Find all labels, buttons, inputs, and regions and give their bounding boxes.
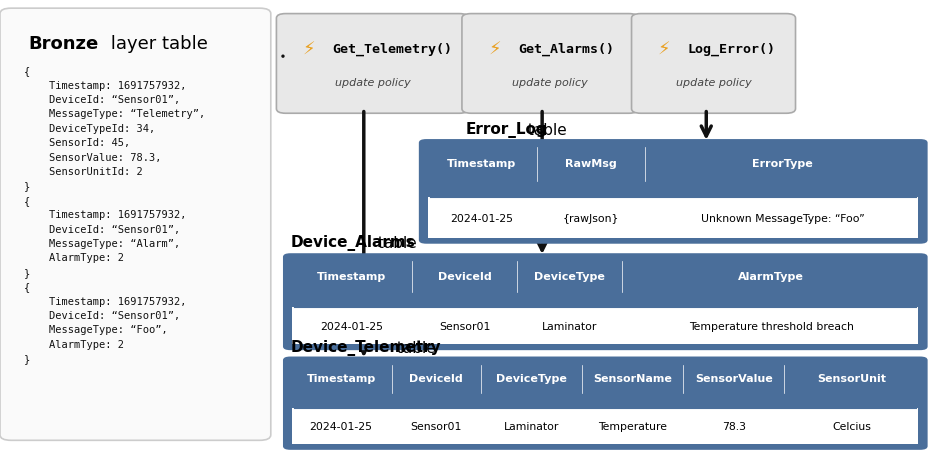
Text: DeviceType: DeviceType bbox=[495, 374, 566, 384]
Text: 2024-01-25: 2024-01-25 bbox=[449, 214, 513, 224]
Text: RawMsg: RawMsg bbox=[564, 159, 616, 169]
Text: table: table bbox=[522, 123, 566, 138]
Text: Unknown MessageType: “Foo”: Unknown MessageType: “Foo” bbox=[700, 214, 863, 224]
FancyBboxPatch shape bbox=[292, 307, 917, 344]
Text: table: table bbox=[373, 236, 417, 251]
Text: 2024-01-25: 2024-01-25 bbox=[309, 422, 373, 432]
Text: ⚡: ⚡ bbox=[488, 41, 500, 59]
Text: DeviceId: DeviceId bbox=[437, 272, 491, 282]
FancyBboxPatch shape bbox=[283, 253, 927, 350]
FancyBboxPatch shape bbox=[0, 8, 271, 440]
Text: DeviceId: DeviceId bbox=[409, 374, 462, 384]
Text: ⚡: ⚡ bbox=[657, 41, 669, 59]
FancyBboxPatch shape bbox=[292, 408, 917, 444]
Text: 2024-01-25: 2024-01-25 bbox=[319, 322, 383, 332]
Text: update policy: update policy bbox=[334, 78, 410, 88]
Text: DeviceType: DeviceType bbox=[534, 272, 605, 282]
Text: Timestamp: Timestamp bbox=[316, 272, 386, 282]
Text: Laminator: Laminator bbox=[541, 322, 597, 332]
Text: table: table bbox=[392, 341, 435, 356]
FancyBboxPatch shape bbox=[461, 14, 637, 113]
Text: {rawJson}: {rawJson} bbox=[562, 214, 619, 224]
Text: SensorValue: SensorValue bbox=[695, 374, 771, 384]
Text: ErrorType: ErrorType bbox=[752, 159, 812, 169]
Text: Sensor01: Sensor01 bbox=[410, 422, 461, 432]
Text: Get_Telemetry(): Get_Telemetry() bbox=[332, 43, 452, 57]
Text: Timestamp: Timestamp bbox=[446, 159, 516, 169]
Text: Temperature: Temperature bbox=[597, 422, 666, 432]
FancyBboxPatch shape bbox=[631, 14, 795, 113]
Text: Device_Alarms: Device_Alarms bbox=[290, 236, 415, 251]
Text: Laminator: Laminator bbox=[503, 422, 559, 432]
Text: update policy: update policy bbox=[512, 78, 587, 88]
Text: SensorName: SensorName bbox=[592, 374, 671, 384]
FancyBboxPatch shape bbox=[418, 139, 927, 244]
Text: AlarmType: AlarmType bbox=[738, 272, 803, 282]
Text: ⚡: ⚡ bbox=[302, 41, 314, 59]
Text: Get_Alarms(): Get_Alarms() bbox=[518, 43, 613, 57]
Text: Log_Error(): Log_Error() bbox=[687, 43, 775, 57]
FancyBboxPatch shape bbox=[283, 357, 927, 450]
Text: Celcius: Celcius bbox=[832, 422, 870, 432]
Text: layer table: layer table bbox=[105, 35, 208, 53]
Text: SensorUnit: SensorUnit bbox=[817, 374, 885, 384]
Text: 78.3: 78.3 bbox=[721, 422, 745, 432]
Text: Timestamp: Timestamp bbox=[306, 374, 375, 384]
Text: Temperature threshold breach: Temperature threshold breach bbox=[688, 322, 853, 332]
Text: Error_Log: Error_Log bbox=[465, 122, 547, 138]
Text: Sensor01: Sensor01 bbox=[439, 322, 490, 332]
FancyBboxPatch shape bbox=[428, 197, 917, 238]
Text: update policy: update policy bbox=[675, 78, 751, 88]
Text: {
    Timestamp: 1691757932,
    DeviceId: “Sensor01”,
    MessageType: “Telemet: { Timestamp: 1691757932, DeviceId: “Sens… bbox=[24, 66, 205, 364]
Text: Device_Telemetry: Device_Telemetry bbox=[290, 340, 441, 356]
Text: Bronze: Bronze bbox=[28, 35, 98, 53]
FancyBboxPatch shape bbox=[276, 14, 468, 113]
